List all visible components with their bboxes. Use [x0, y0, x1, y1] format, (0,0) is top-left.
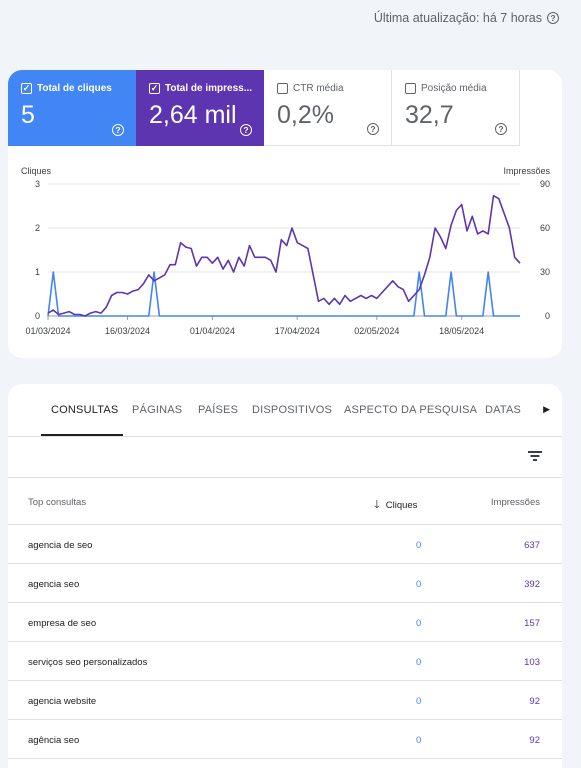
- last-update-text: Última atualização: há 7 horas: [373, 11, 542, 25]
- x-tick-label: 01/03/2024: [25, 326, 70, 336]
- impressions-value: 637: [524, 540, 540, 551]
- clicks-value: 0: [416, 618, 422, 629]
- x-tick-label: 02/05/2024: [354, 326, 399, 336]
- help-icon[interactable]: ?: [367, 123, 379, 135]
- metric-value: 5: [21, 101, 35, 129]
- impressions-value: 103: [524, 657, 540, 668]
- table-row[interactable]: agencia de seo 0 637: [8, 525, 562, 564]
- metric-value: 2,64 mil: [149, 101, 237, 129]
- chevron-right-icon[interactable]: ▶: [543, 404, 550, 414]
- y-right-axis-label: Impressões: [503, 166, 550, 176]
- tab-devices[interactable]: DISPOSITIVOS: [252, 404, 333, 416]
- column-header-clicks[interactable]: 🡓 Cliques: [374, 496, 417, 515]
- clicks-value: 0: [416, 540, 422, 551]
- last-update-info: Última atualização: há 7 horas ?: [374, 11, 559, 25]
- impressions-value: 392: [524, 579, 540, 590]
- query-text: empresa de seo: [28, 618, 97, 629]
- performance-chart: Cliques Impressões 3 90 2 60 1 30 0 0 01/03/2024…: [8, 160, 562, 340]
- sort-down-arrow-icon: 🡓: [374, 499, 380, 511]
- y-left-tick-label: 2: [35, 223, 40, 233]
- clicks-value: 0: [416, 696, 422, 707]
- y-left-tick-label: 3: [35, 179, 40, 189]
- y-right-tick-label: 60: [540, 223, 550, 233]
- tab-queries[interactable]: CONSULTAS: [51, 404, 119, 416]
- table-toolbar: [8, 437, 562, 478]
- metric-total-clicks[interactable]: ✓ Total de cliques 5 ?: [8, 70, 136, 146]
- table-row[interactable]: empresa de seo 0 157: [8, 603, 562, 642]
- performance-card: ✓ Total de cliques 5 ? ✓ Total de impres…: [8, 70, 562, 358]
- checkbox-checked-icon[interactable]: ✓: [149, 83, 160, 94]
- metric-value: 32,7: [405, 101, 454, 129]
- metric-label: Posição média: [421, 83, 487, 94]
- table-header: Top consultas 🡓 Cliques Impressões: [8, 479, 562, 525]
- metric-label: Total de impress...: [165, 83, 253, 94]
- y-right-tick-label: 90: [540, 179, 550, 189]
- query-text: agencia de seo: [28, 540, 93, 551]
- filter-icon[interactable]: [528, 451, 542, 461]
- query-text: agência seo: [28, 735, 80, 746]
- query-text: agencia website: [28, 696, 97, 707]
- help-icon[interactable]: ?: [495, 123, 507, 135]
- column-header-query: Top consultas: [28, 497, 87, 508]
- metric-avg-ctr[interactable]: CTR média 0,2% ?: [264, 70, 392, 146]
- help-icon[interactable]: ?: [547, 12, 559, 24]
- help-icon[interactable]: ?: [112, 124, 124, 136]
- help-icon[interactable]: ?: [240, 124, 252, 136]
- clicks-value: 0: [416, 735, 422, 746]
- checkbox-unchecked-icon[interactable]: [277, 83, 288, 94]
- metric-label: CTR média: [293, 83, 344, 94]
- table-row[interactable]: agencia website 0 92: [8, 681, 562, 720]
- clicks-value: 0: [416, 657, 422, 668]
- checkbox-checked-icon[interactable]: ✓: [21, 83, 32, 94]
- tab-countries[interactable]: PAÍSES: [198, 404, 239, 416]
- column-header-impressions[interactable]: Impressões: [490, 497, 540, 508]
- metric-label: Total de cliques: [37, 83, 112, 94]
- y-left-tick-label: 1: [35, 267, 40, 277]
- checkbox-unchecked-icon[interactable]: [405, 83, 416, 94]
- metric-avg-position[interactable]: Posição média 32,7 ?: [392, 70, 520, 146]
- metric-total-impressions[interactable]: ✓ Total de impress... 2,64 mil ?: [136, 70, 264, 146]
- metric-value: 0,2%: [277, 101, 334, 129]
- clicks-value: 0: [416, 579, 422, 590]
- series-line-impressions: [47, 194, 521, 317]
- x-tick-label: 01/04/2024: [190, 326, 235, 336]
- chart-svg: Cliques Impressões 3 90 2 60 1 30 0 0 01/03/2024…: [21, 166, 550, 336]
- x-tick-label: 18/05/2024: [439, 326, 484, 336]
- impressions-value: 92: [529, 696, 540, 707]
- table-row[interactable]: agencia seo 0 392: [8, 564, 562, 603]
- tab-pages[interactable]: PÁGINAS: [132, 404, 183, 416]
- column-header-clicks-label: Cliques: [385, 500, 418, 511]
- query-text: serviços seo personalizados: [28, 657, 148, 668]
- x-tick-label: 16/03/2024: [105, 326, 150, 336]
- impressions-value: 157: [524, 618, 540, 629]
- y-right-tick-label: 0: [545, 311, 550, 321]
- y-right-tick-label: 30: [540, 267, 550, 277]
- y-left-tick-label: 0: [35, 311, 40, 321]
- tab-search-appearance[interactable]: ASPECTO DA PESQUISA: [344, 404, 478, 416]
- active-tab-indicator: [41, 434, 123, 436]
- table-row[interactable]: agência seo 0 92: [8, 720, 562, 759]
- series-line-clicks: [47, 271, 520, 317]
- tab-dates[interactable]: DATAS: [485, 404, 522, 416]
- query-text: agencia seo: [28, 579, 80, 590]
- x-tick-label: 17/04/2024: [275, 326, 320, 336]
- y-left-axis-label: Cliques: [21, 166, 52, 176]
- table-row[interactable]: serviços seo personalizados 0 103: [8, 642, 562, 681]
- metric-cards: ✓ Total de cliques 5 ? ✓ Total de impres…: [8, 70, 520, 146]
- dimension-tabs: CONSULTAS PÁGINAS PAÍSES DISPOSITIVOS AS…: [8, 384, 562, 437]
- queries-card: CONSULTAS PÁGINAS PAÍSES DISPOSITIVOS AS…: [8, 384, 562, 768]
- impressions-value: 92: [529, 735, 540, 746]
